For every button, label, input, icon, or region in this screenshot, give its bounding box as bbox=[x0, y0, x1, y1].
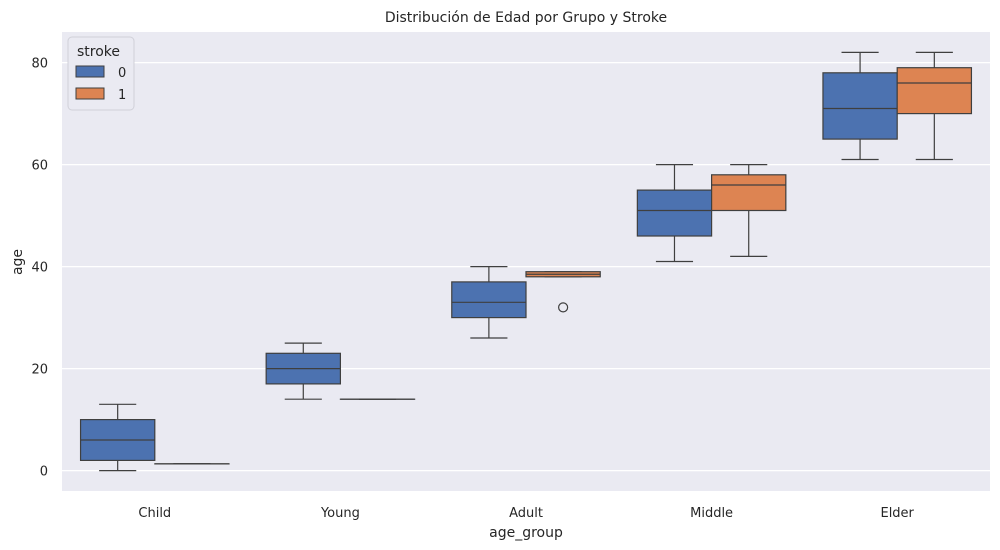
legend-label-0: 0 bbox=[118, 66, 126, 81]
box-iqr bbox=[822, 72, 898, 140]
x-tick-label: Middle bbox=[690, 506, 733, 521]
boxes bbox=[79, 51, 973, 472]
legend-swatch-1 bbox=[75, 87, 105, 100]
legend-label-1: 1 bbox=[118, 88, 126, 103]
gridlines bbox=[62, 61, 990, 472]
y-tick-labels: 0 20 40 60 80 bbox=[31, 57, 48, 480]
x-tick-label: Elder bbox=[880, 506, 914, 521]
box-iqr bbox=[710, 174, 787, 212]
legend-swatch-0 bbox=[75, 65, 105, 78]
x-tick-label: Adult bbox=[509, 506, 543, 521]
box-iqr bbox=[636, 189, 713, 237]
box-middle-stroke-1 bbox=[710, 164, 787, 257]
y-axis-label: age bbox=[10, 249, 26, 275]
x-tick-label: Child bbox=[138, 506, 171, 521]
y-tick-label: 0 bbox=[40, 465, 48, 480]
box-adult-stroke-1 bbox=[525, 271, 601, 313]
x-axis-label: age_group bbox=[489, 525, 563, 541]
y-tick-label: 60 bbox=[31, 159, 48, 174]
box-iqr bbox=[451, 281, 527, 319]
outlier-point bbox=[558, 302, 569, 313]
box-elder-stroke-0 bbox=[822, 51, 898, 161]
y-tick-label: 80 bbox=[31, 57, 48, 72]
box-adult-stroke-0 bbox=[451, 266, 527, 339]
y-tick-label: 20 bbox=[31, 363, 48, 378]
x-tick-label: Young bbox=[320, 506, 360, 521]
box-iqr bbox=[896, 67, 973, 115]
box-elder-stroke-1 bbox=[896, 51, 973, 161]
box-middle-stroke-0 bbox=[636, 164, 713, 263]
box-young-stroke-0 bbox=[265, 342, 342, 400]
box-child-stroke-0 bbox=[79, 403, 156, 472]
legend-title: stroke bbox=[77, 44, 120, 60]
x-tick-labels: Child Young Adult Middle Elder bbox=[138, 506, 914, 521]
chart-title: Distribución de Edad por Grupo y Stroke bbox=[385, 10, 667, 26]
legend: stroke 0 1 bbox=[67, 36, 135, 111]
y-tick-label: 40 bbox=[31, 261, 48, 276]
